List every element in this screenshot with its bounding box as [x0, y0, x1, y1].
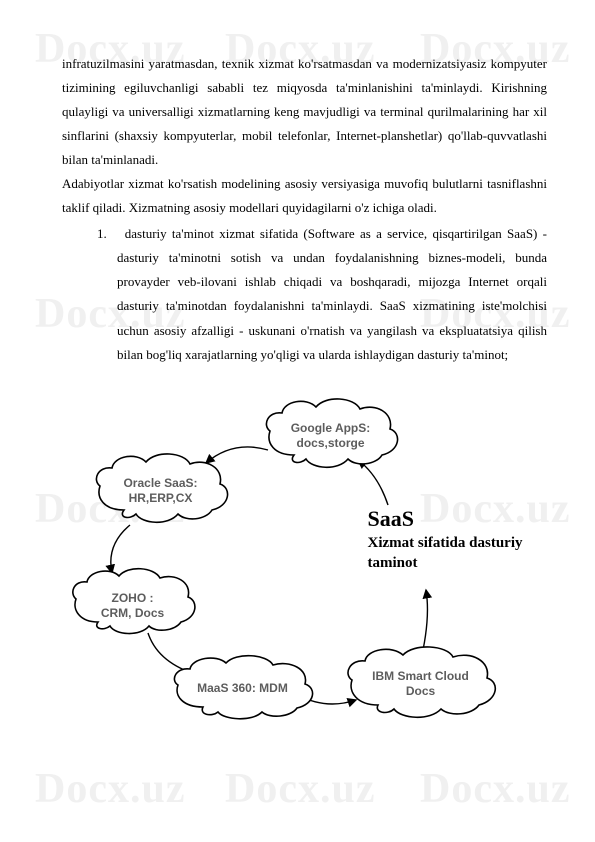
cloud-zoho-line1: ZOHO :: [63, 591, 203, 606]
cloud-zoho-line2: CRM, Docs: [63, 606, 203, 621]
cloud-maas: MaaS 360: MDM: [163, 653, 323, 721]
saas-label: SaaS Xizmat sifatida dasturiy taminot: [368, 507, 538, 574]
cloud-oracle-line1: Oracle SaaS:: [86, 476, 236, 491]
list-text: dasturiy ta'minot xizmat sifatida (Softw…: [117, 226, 547, 361]
list-item-1: 1.dasturiy ta'minot xizmat sifatida (Sof…: [62, 222, 547, 366]
watermark: Docx.uz: [225, 765, 375, 813]
saas-diagram: Google AppS: docs,storge Oracle SaaS: HR…: [58, 395, 538, 745]
cloud-maas-line1: MaaS 360: MDM: [163, 681, 323, 696]
cloud-google-line1: Google AppS:: [256, 421, 406, 436]
paragraph-1: infratuzilmasini yaratmasdan, texnik xiz…: [62, 52, 547, 220]
cloud-zoho: ZOHO : CRM, Docs: [63, 565, 203, 639]
cloud-ibm-line2: Docs: [336, 684, 506, 699]
watermark: Docx.uz: [420, 765, 570, 813]
cloud-ibm-line1: IBM Smart Cloud: [336, 669, 506, 684]
cloud-oracle-line2: HR,ERP,CX: [86, 491, 236, 506]
saas-title: SaaS: [368, 507, 538, 531]
page-content: infratuzilmasini yaratmasdan, texnik xiz…: [0, 0, 595, 367]
list-number: 1.: [97, 226, 125, 241]
cloud-google: Google AppS: docs,storge: [256, 395, 406, 473]
cloud-google-line2: docs,storge: [256, 436, 406, 451]
cloud-ibm: IBM Smart Cloud Docs: [336, 643, 506, 723]
watermark: Docx.uz: [35, 765, 185, 813]
saas-subtitle: Xizmat sifatida dasturiy taminot: [368, 533, 538, 574]
cloud-oracle: Oracle SaaS: HR,ERP,CX: [86, 450, 236, 528]
